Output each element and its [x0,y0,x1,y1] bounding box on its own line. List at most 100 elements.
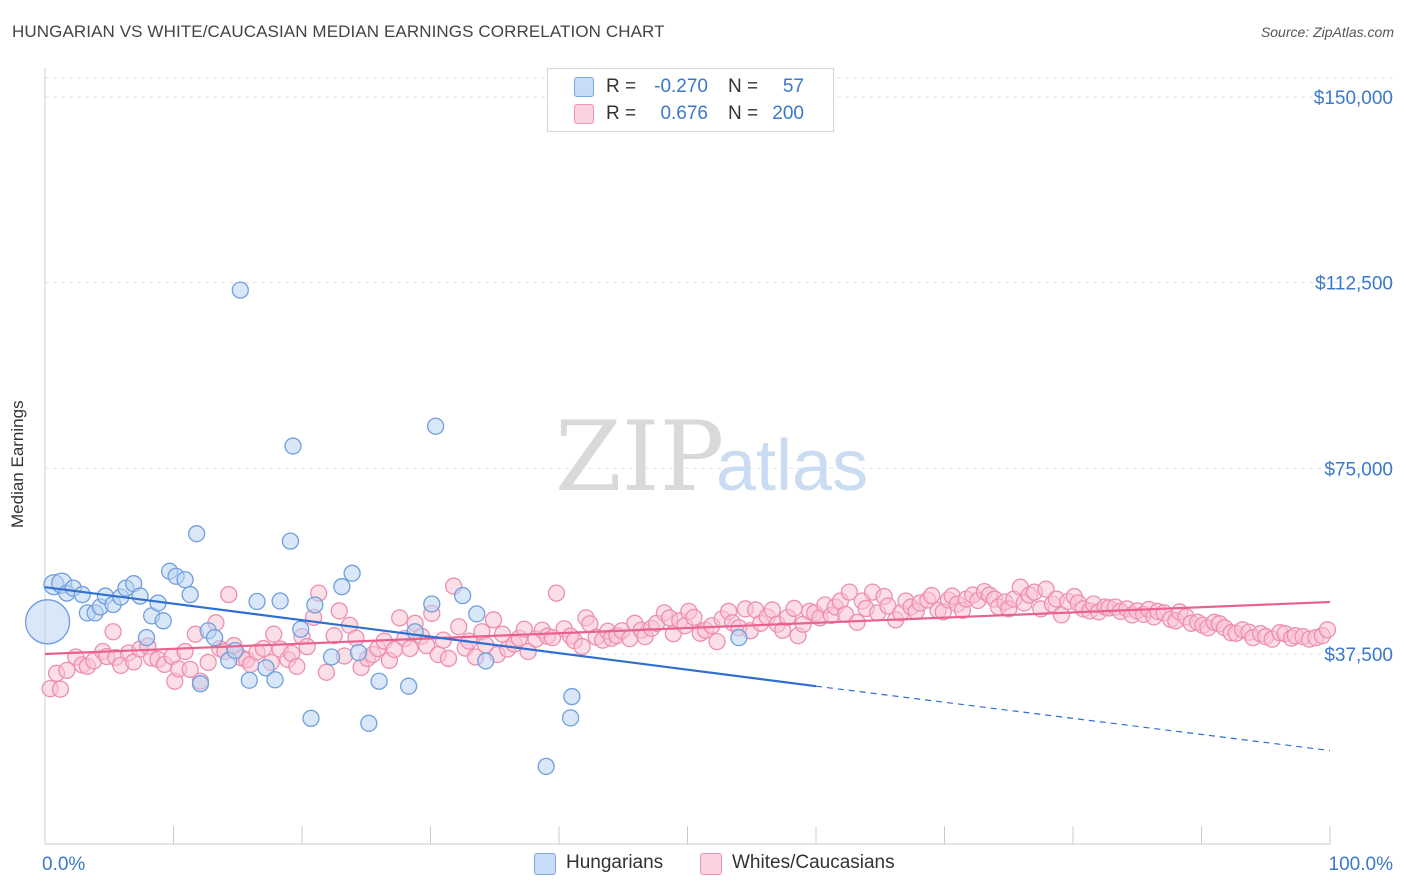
data-point [322,648,341,666]
data-point [181,660,199,678]
data-point [763,601,781,619]
data-point [453,586,472,605]
chart-title: HUNGARIAN VS WHITE/CAUCASIAN MEDIAN EARN… [12,22,665,41]
y-tick-label: $75,000 [1324,459,1393,480]
data-point [131,587,149,605]
correlation-legend: R = -0.270 N = 57 R = 0.676 N = 200 [547,68,834,132]
legend-swatch-pink [574,104,594,124]
data-point [257,659,275,677]
data-point [271,592,289,610]
data-point [199,653,217,672]
data-point [325,627,343,645]
data-point [685,608,703,627]
data-point [248,592,266,611]
data-point [284,437,302,455]
data-point [708,632,726,651]
data-point [360,714,378,732]
legend-n-value: 200 [772,103,804,124]
data-point [298,637,316,656]
data-point [401,639,419,658]
data-point [561,709,580,727]
bottom-legend-swatch-pink [700,853,722,875]
data-point [785,599,803,618]
data-point [292,620,310,638]
data-point [24,599,71,645]
legend-n-label: N = [728,103,759,124]
trend-lines [44,586,1331,752]
trend-line-hungarians-extension [815,685,1331,752]
data-point [468,605,486,623]
data-point [104,623,122,641]
data-point [281,532,300,550]
data-point [1318,621,1337,639]
data-point [347,629,365,647]
y-tick-label: $150,000 [1314,88,1393,109]
data-point [730,629,748,647]
legend-row-hungarians: R = -0.270 N = 57 [548,74,833,100]
x-tick-label: 0.0% [42,854,85,875]
legend-n-value: 57 [782,76,804,97]
y-tick-label: $37,500 [1324,645,1393,666]
whites-points [41,577,1337,698]
data-point [306,596,324,614]
data-point [187,525,206,543]
data-point [840,583,859,601]
data-point [205,629,224,647]
grid-lines [45,77,1394,655]
data-point [370,672,388,690]
bottom-legend-label: Hungarians [566,852,664,873]
data-point [266,671,284,689]
data-point [573,637,591,656]
data-point [226,641,244,660]
data-point [515,620,533,638]
data-point [477,652,495,670]
data-point [349,643,368,662]
data-point [400,677,418,695]
data-point [176,571,194,589]
data-point [343,564,361,582]
data-point [302,709,320,728]
data-point [265,625,283,643]
data-point [439,649,458,668]
data-point [191,675,210,693]
data-point [317,663,336,681]
data-point [547,584,566,602]
data-point [231,281,249,299]
data-point [154,612,172,630]
data-point [426,417,445,435]
y-tick-label: $112,500 [1315,274,1393,295]
data-point [137,629,156,647]
watermark-zip: ZIP [555,401,724,513]
data-point [181,585,199,604]
legend-swatch-blue [574,77,594,97]
data-point [58,661,76,679]
legend-r-value: 0.676 [660,103,708,124]
bottom-legend-label: Whites/Caucasians [732,852,895,873]
trend-line-hungarians [44,586,817,688]
legend-r-label: R = [606,76,637,97]
data-point [51,680,70,698]
data-point [391,609,409,627]
watermark-atlas: atlas [716,426,868,506]
data-point [176,642,194,661]
source-label: Source: ZipAtlas.com [1260,24,1394,40]
data-point [563,687,581,706]
trend-line-whites [44,600,1331,656]
legend-n-label: N = [728,76,759,97]
data-point [240,671,258,689]
data-point [450,618,468,636]
data-point [73,585,91,604]
data-point [537,757,555,776]
data-point [333,578,351,596]
data-point [423,595,441,613]
data-point [406,623,424,641]
data-point [288,657,306,676]
legend-r-label: R = [606,103,637,124]
data-point [220,585,238,604]
data-point [484,611,503,629]
data-point [330,602,348,620]
bottom-legend-swatch-blue [534,853,556,875]
axes [44,68,1331,845]
legend-r-value: -0.270 [654,76,708,97]
